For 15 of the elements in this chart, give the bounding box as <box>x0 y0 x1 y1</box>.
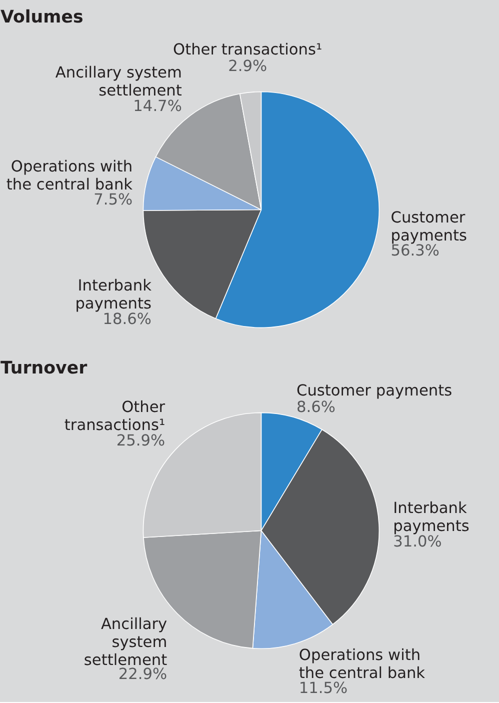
slice-label: Customer payments <box>296 381 452 400</box>
slice-label: Interbank payments <box>393 499 470 536</box>
slice-label: Interbank payments <box>75 276 152 313</box>
slice-label: Operations with the central bank <box>6 157 133 194</box>
slice-label: Other transactions¹ <box>173 40 322 59</box>
slice-label: Customer payments <box>390 208 468 244</box>
chart-title: Volumes <box>0 8 84 28</box>
slice-label: Operations with the central bank <box>298 646 426 682</box>
data-label: 18.6% <box>102 310 152 328</box>
data-label: 8.6% <box>296 398 336 416</box>
data-label: 22.9% <box>118 665 168 684</box>
data-label: 2.9% <box>228 57 268 76</box>
chart-title: Turnover <box>0 358 88 378</box>
data-label: 7.5% <box>94 190 133 209</box>
data-label: 11.5% <box>298 679 348 698</box>
